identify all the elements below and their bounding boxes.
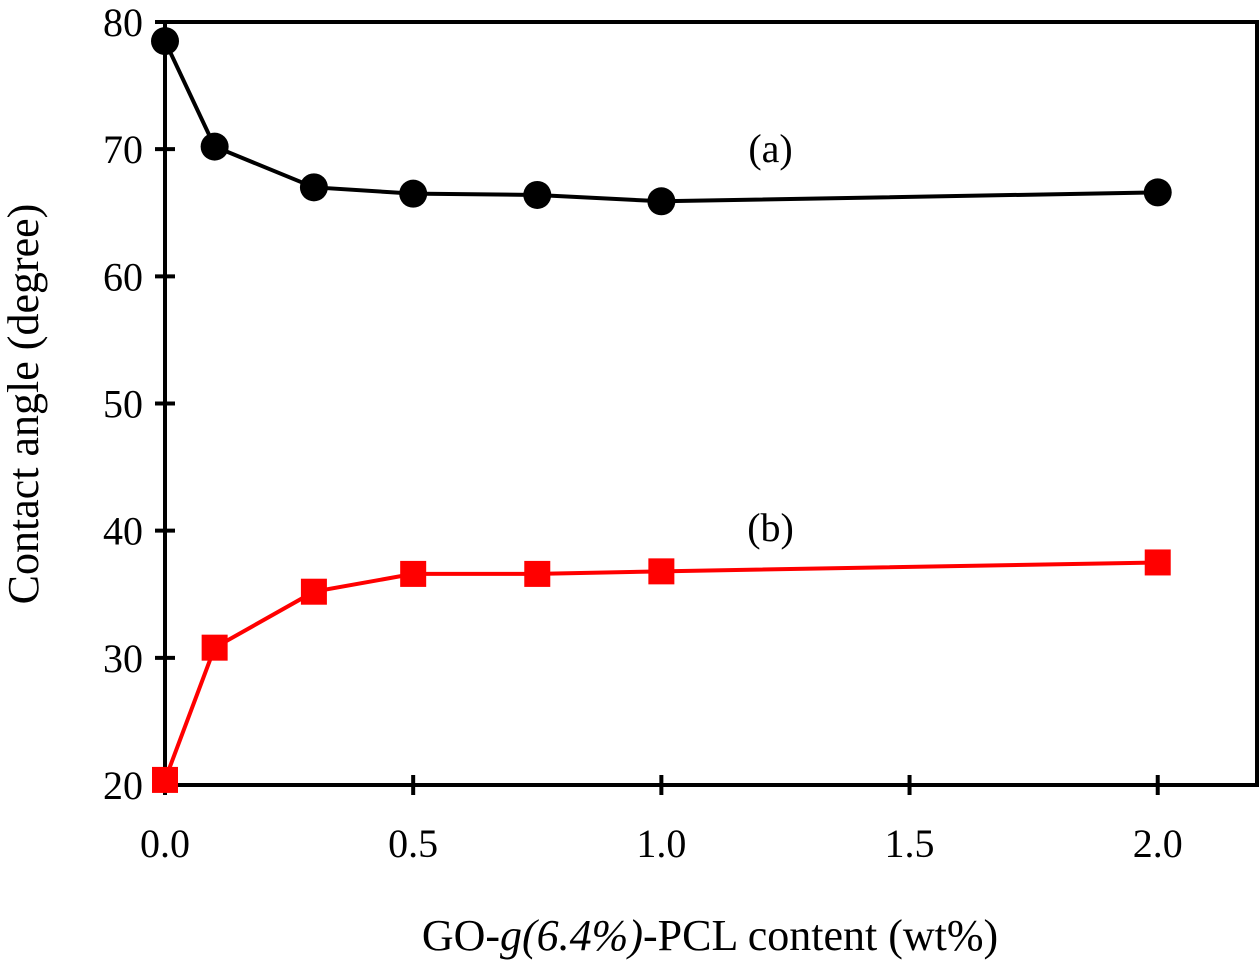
data-point — [1143, 178, 1172, 207]
data-point — [524, 560, 551, 587]
y-tick-label: 30 — [103, 636, 143, 681]
plot-border — [163, 20, 1259, 787]
data-point — [399, 179, 428, 208]
x-tick-label: 1.5 — [885, 821, 935, 866]
y-tick-label: 50 — [103, 382, 143, 427]
series-b: (b) — [152, 505, 1171, 793]
y-tick-label: 40 — [103, 509, 143, 554]
data-point — [647, 187, 676, 216]
x-label-part: -PCL content (wt%) — [643, 911, 998, 960]
series-label: (a) — [748, 126, 792, 171]
data-point — [648, 558, 675, 585]
data-point — [151, 27, 179, 56]
data-point — [152, 766, 178, 793]
x-tick-label: 1.0 — [636, 821, 686, 866]
data-point — [201, 634, 228, 661]
data-point — [299, 173, 328, 202]
series-layer: (a) (b) — [151, 27, 1172, 793]
x-label-part: GO- — [422, 911, 500, 960]
x-tick-label: 0.0 — [140, 821, 190, 866]
y-tick-label: 20 — [103, 763, 143, 808]
x-tick-label: 0.5 — [388, 821, 438, 866]
series-label: (b) — [747, 505, 794, 550]
y-tick-label: 80 — [103, 0, 143, 45]
x-label-part: (6.4%) — [522, 911, 643, 960]
x-label-part: g — [500, 911, 522, 960]
y-tick-label: 60 — [103, 254, 143, 299]
x-tick-label: 2.0 — [1133, 821, 1183, 866]
y-axis-label: Contact angle (degree) — [0, 204, 48, 605]
data-point — [200, 132, 229, 161]
series-a: (a) — [151, 27, 1172, 216]
data-point — [523, 180, 552, 209]
data-point — [1144, 549, 1171, 576]
plot-frame — [163, 20, 1259, 787]
y-tick-label: 70 — [103, 127, 143, 172]
data-point — [300, 578, 327, 605]
data-point — [400, 560, 427, 587]
axis-ticks: 0.0 0.5 1.0 1.5 2.0 20 30 40 50 60 70 80 — [103, 0, 1183, 866]
x-axis-label: GO-g(6.4%)-PCL content (wt%) — [422, 911, 998, 960]
